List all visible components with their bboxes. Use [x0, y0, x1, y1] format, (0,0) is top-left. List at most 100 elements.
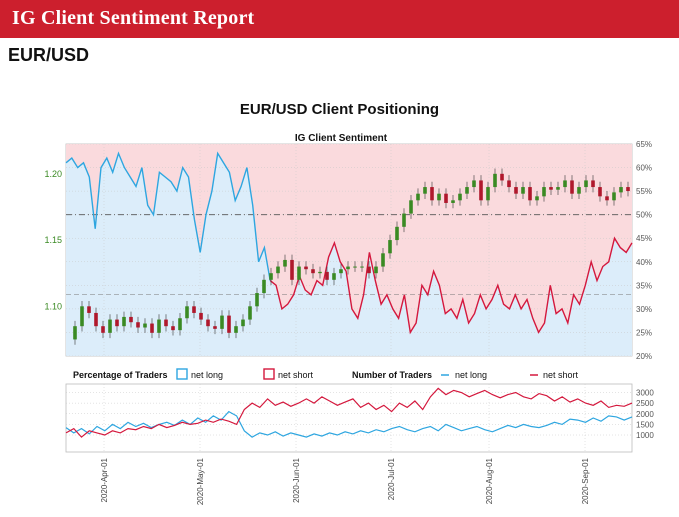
- percent-tick-label: 35%: [636, 281, 652, 290]
- candle-body: [416, 193, 420, 201]
- candle-body: [325, 271, 329, 280]
- candle-body: [360, 266, 364, 268]
- candle-body: [570, 180, 574, 194]
- x-tick-label: 2020-Sep-01: [581, 457, 590, 504]
- candle-body: [129, 316, 133, 323]
- candle-body: [346, 266, 350, 270]
- x-tick-label: 2020-Jun-01: [292, 457, 301, 502]
- candle-body: [80, 306, 84, 327]
- price-tick-label: 1.15: [44, 235, 62, 245]
- candle-body: [227, 315, 231, 333]
- candle-body: [206, 319, 210, 327]
- percent-tick-label: 55%: [636, 187, 652, 196]
- candle-body: [73, 326, 77, 340]
- candle-body: [556, 187, 560, 190]
- net-short-count-line: [65, 387, 633, 438]
- percent-tick-label: 20%: [636, 352, 652, 361]
- percent-tick-label: 40%: [636, 258, 652, 267]
- candle-body: [178, 318, 182, 331]
- candle-body: [262, 279, 266, 294]
- percent-tick-label: 50%: [636, 211, 652, 220]
- candle-body: [304, 266, 308, 270]
- candle-body: [220, 315, 224, 329]
- candle-body: [598, 187, 602, 197]
- candle-body: [255, 293, 259, 307]
- candle-body: [367, 266, 371, 274]
- candle-body: [430, 187, 434, 201]
- candle-body: [395, 226, 399, 241]
- candle-body: [185, 306, 189, 319]
- candle-body: [451, 200, 455, 203]
- percent-tick-label: 60%: [636, 164, 652, 173]
- candle-body: [374, 266, 378, 274]
- candle-body: [199, 312, 203, 320]
- net-long-percent-line: [65, 151, 271, 281]
- candle-body: [542, 187, 546, 197]
- percent-tick-label: 30%: [636, 305, 652, 314]
- legend-net-long-label: net long: [191, 370, 223, 380]
- legend-percentage-label: Percentage of Traders: [73, 370, 168, 380]
- legend-count-short-label: net short: [543, 370, 579, 380]
- candle-body: [241, 319, 245, 327]
- candle-body: [122, 316, 126, 327]
- candle-body: [458, 193, 462, 201]
- legend-net-short-label: net short: [278, 370, 314, 380]
- chart-title: EUR/USD Client Positioning: [239, 101, 440, 118]
- x-tick-label: 2020-Jul-01: [387, 457, 396, 500]
- candle-body: [507, 180, 511, 188]
- header-banner: IG Client Sentiment Report: [0, 0, 679, 38]
- candle-body: [332, 273, 336, 280]
- count-tick-label: 1500: [636, 420, 654, 429]
- candle-body: [619, 187, 623, 193]
- candle-body: [479, 180, 483, 201]
- candle-body: [101, 326, 105, 333]
- long-zone-area: [66, 153, 632, 356]
- percent-tick-label: 45%: [636, 234, 652, 243]
- legend: Percentage of Traders net long net short…: [73, 368, 579, 380]
- candle-body: [213, 326, 217, 329]
- candle-body: [353, 266, 357, 268]
- candle-body: [514, 187, 518, 194]
- count-tick-label: 2500: [636, 399, 654, 408]
- candle-body: [444, 193, 448, 203]
- candle-body: [192, 306, 196, 313]
- candle-body: [318, 271, 322, 274]
- candle-body: [297, 266, 301, 280]
- chart-subtitle: IG Client Sentiment: [295, 133, 388, 144]
- count-tick-label: 3000: [636, 389, 654, 398]
- candle-body: [311, 269, 315, 274]
- candle-body: [339, 269, 343, 274]
- price-tick-label: 1.20: [44, 169, 62, 179]
- x-tick-label: 2020-Aug-01: [485, 457, 494, 504]
- x-tick-label: 2020-May-01: [196, 457, 205, 505]
- candle-body: [591, 180, 595, 188]
- candle-body: [465, 187, 469, 194]
- candle-body: [381, 253, 385, 267]
- percent-tick-label: 65%: [636, 140, 652, 149]
- candle-body: [605, 196, 609, 201]
- candle-body: [108, 319, 112, 333]
- candle-body: [290, 259, 294, 280]
- candle-body: [402, 213, 406, 227]
- candle-body: [493, 173, 497, 188]
- legend-net-long-swatch: [176, 368, 188, 380]
- candle-body: [150, 323, 154, 333]
- candle-body: [234, 326, 238, 333]
- legend-number-label: Number of Traders: [352, 370, 432, 380]
- candle-body: [549, 187, 553, 190]
- candle-body: [283, 259, 287, 267]
- legend-count-long-label: net long: [455, 370, 487, 380]
- candle-body: [626, 187, 630, 192]
- x-tick-label: 2020-Apr-01: [100, 457, 109, 502]
- candle-body: [388, 240, 392, 254]
- candle-body: [437, 193, 441, 201]
- candle-body: [409, 200, 413, 214]
- candle-body: [87, 306, 91, 313]
- candle-body: [535, 196, 539, 201]
- candle-body: [563, 180, 567, 188]
- candle-body: [423, 187, 427, 194]
- candle-body: [171, 326, 175, 331]
- candle-body: [269, 273, 273, 280]
- net-short-percent-line: [269, 236, 633, 335]
